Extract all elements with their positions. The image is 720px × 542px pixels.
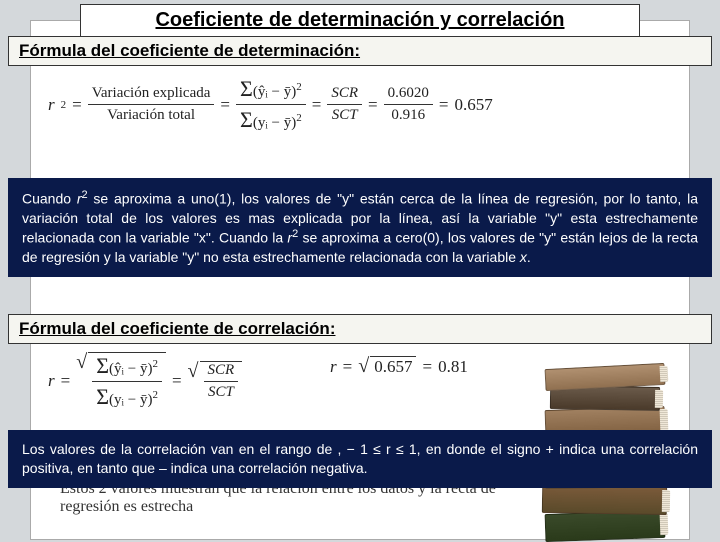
section-header-determination: Fórmula del coeficiente de determinación… xyxy=(8,36,712,66)
eq: = xyxy=(368,95,378,115)
num: SCR xyxy=(327,85,362,105)
lhs: r xyxy=(330,357,337,377)
pages xyxy=(660,409,669,431)
sigma: Σ xyxy=(240,76,253,101)
sigma: Σ xyxy=(96,384,109,409)
formula-exp: 2 xyxy=(61,99,67,111)
expr: (yᵢ − ȳ) xyxy=(109,392,152,408)
eq: = xyxy=(439,95,449,115)
sigma: Σ xyxy=(240,107,253,132)
sqrt: SCR SCT xyxy=(200,361,243,401)
inner: 0.657 xyxy=(374,357,412,376)
exp: 2 xyxy=(296,112,302,124)
eq: = xyxy=(422,357,432,377)
book xyxy=(542,485,667,515)
num: Variación explicada xyxy=(88,85,215,105)
expr: (ŷᵢ − ȳ) xyxy=(253,84,296,100)
eq: = xyxy=(312,95,322,115)
expr: (yᵢ − ȳ) xyxy=(253,115,296,131)
fraction-scr: SCR SCT xyxy=(327,85,362,124)
formula-correlation: r = Σ(ŷᵢ − ȳ)2 Σ(yᵢ − ȳ)2 = SCR SCT xyxy=(48,352,242,410)
eq: = xyxy=(61,371,71,391)
pages xyxy=(660,366,669,382)
den: Σ(yᵢ − ȳ)2 xyxy=(92,382,162,410)
sqrt: Σ(ŷᵢ − ȳ)2 Σ(yᵢ − ȳ)2 xyxy=(88,352,166,410)
result: 0.81 xyxy=(438,357,468,377)
expr: (ŷᵢ − ȳ) xyxy=(109,361,152,377)
pages xyxy=(662,490,670,512)
num: Σ(ŷᵢ − ȳ)2 xyxy=(92,353,162,382)
eq: = xyxy=(343,357,353,377)
num: 0.6020 xyxy=(384,85,433,105)
sqrt: 0.657 xyxy=(370,356,416,377)
eq: = xyxy=(172,371,182,391)
den: Σ(yᵢ − ȳ)2 xyxy=(236,105,306,133)
x: x xyxy=(520,249,527,265)
formula-determination: r2 = Variación explicada Variación total… xyxy=(48,76,493,133)
fraction-numeric: 0.6020 0.916 xyxy=(384,85,433,124)
text: . xyxy=(527,249,531,265)
pages xyxy=(660,513,669,535)
den: SCT xyxy=(204,382,238,401)
lhs: r xyxy=(48,371,55,391)
eq: = xyxy=(72,95,82,115)
formula-lhs: r xyxy=(48,95,55,115)
num: Σ(ŷᵢ − ȳ)2 xyxy=(236,76,306,105)
den: 0.916 xyxy=(387,105,429,124)
fraction-scr: SCR SCT xyxy=(204,362,239,401)
section-header-correlation: Fórmula del coeficiente de correlación: xyxy=(8,314,712,344)
fraction-sigma: Σ(ŷᵢ − ȳ)2 Σ(yᵢ − ȳ)2 xyxy=(236,76,306,133)
explanation-correlation: Los valores de la correlación van en el … xyxy=(8,430,712,488)
formula-correlation-value: r = 0.657 = 0.81 xyxy=(330,356,468,377)
exp: 2 xyxy=(152,358,158,370)
pages xyxy=(655,390,663,408)
text: Cuando xyxy=(22,191,77,207)
result: 0.657 xyxy=(454,95,492,115)
fraction-text: Variación explicada Variación total xyxy=(88,85,215,124)
page-title: Coeficiente de determinación y correlaci… xyxy=(80,4,640,37)
exp: 2 xyxy=(296,81,302,93)
exp: 2 xyxy=(152,389,158,401)
fraction-sigma: Σ(ŷᵢ − ȳ)2 Σ(yᵢ − ȳ)2 xyxy=(92,353,162,410)
num: SCR xyxy=(204,362,239,382)
explanation-determination: Cuando r2 se aproxima a uno(1), los valo… xyxy=(8,178,712,277)
den: SCT xyxy=(328,105,362,124)
den: Variación total xyxy=(103,105,199,124)
eq: = xyxy=(220,95,230,115)
sigma: Σ xyxy=(96,353,109,378)
